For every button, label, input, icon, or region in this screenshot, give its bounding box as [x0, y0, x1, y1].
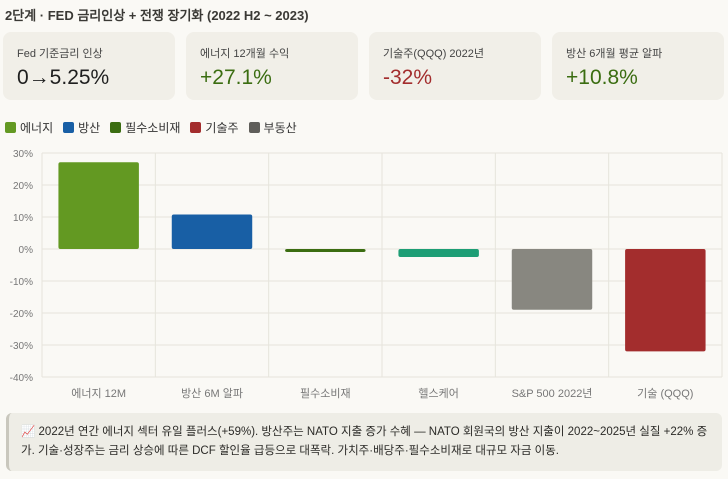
x-tick-label: 방산 6M 알파 — [181, 386, 243, 400]
x-tick-label: 에너지 12M — [71, 387, 126, 400]
bar — [511, 249, 593, 310]
legend-swatch — [5, 122, 16, 133]
y-tick-label: 0% — [19, 245, 34, 256]
legend-swatch — [190, 122, 202, 133]
page-title: 2단계 · FED 금리인상 + 전쟁 장기화 (2022 H2 ~ 2023) — [5, 8, 309, 23]
bar — [171, 214, 253, 249]
legend-label: 필수소비재 — [125, 121, 181, 135]
metric-card-defense-alpha: 방산 6개월 평균 알파 +10.8% — [552, 32, 724, 100]
metric-label: Fed 기준금리 인상 — [17, 48, 103, 60]
legend-label: 에너지 — [20, 121, 54, 135]
metric-value: 0→5.25% — [17, 66, 110, 89]
legend-label: 부동산 — [263, 121, 297, 135]
legend-item-staples[interactable]: 필수소비재 — [110, 119, 180, 136]
y-tick-label: 20% — [13, 181, 33, 192]
bar — [58, 162, 139, 249]
x-tick-label: 헬스케어 — [418, 387, 458, 400]
metric-value: +10.8% — [566, 66, 638, 89]
insight-note: 📈 2022년 연간 에너지 섹터 유일 플러스(+59%). 방산주는 NAT… — [6, 413, 722, 471]
y-tick-label: -40% — [10, 373, 33, 384]
note-text: 2022년 연간 에너지 섹터 유일 플러스(+59%). 방산주는 NATO … — [21, 426, 708, 457]
y-tick-label: -30% — [10, 341, 33, 352]
legend-item-real-estate[interactable]: 부동산 — [248, 119, 297, 136]
chart-legend: 에너지 방산 필수소비재 기술주 부동산 — [5, 119, 297, 136]
x-tick-label: S&P 500 2022년 — [512, 387, 593, 400]
bar — [625, 249, 706, 352]
metric-value: -32% — [383, 66, 433, 89]
y-tick-label: 30% — [13, 149, 33, 160]
bar — [285, 249, 366, 252]
bar — [398, 249, 479, 257]
y-tick-label: -10% — [10, 277, 33, 288]
x-tick-label: 필수소비재 — [300, 387, 351, 400]
y-tick-label: 10% — [13, 213, 33, 224]
y-tick-label: -20% — [10, 309, 33, 320]
legend-label: 방산 — [78, 121, 101, 135]
legend-swatch — [63, 122, 75, 133]
legend-item-defense[interactable]: 방산 — [63, 119, 100, 136]
metric-label: 방산 6개월 평균 알파 — [566, 48, 663, 60]
metric-value: +27.1% — [200, 66, 272, 89]
legend-swatch — [110, 122, 122, 133]
legend-item-tech[interactable]: 기술주 — [190, 119, 239, 136]
metric-label: 에너지 12개월 수익 — [200, 48, 290, 60]
bar-chart: 30% 20% 10% 0% -10% -20% -30% -40% 에너지 12M 방산 6M … — [10, 149, 723, 400]
legend-label: 기술주 — [205, 121, 239, 135]
metric-card-qqq: 기술주(QQQ) 2022년 -32% — [369, 32, 541, 100]
metric-card-energy-return: 에너지 12개월 수익 +27.1% — [186, 32, 358, 100]
metric-label: 기술주(QQQ) 2022년 — [383, 48, 485, 60]
legend-item-energy[interactable]: 에너지 — [5, 119, 53, 136]
x-tick-label: 기술 (QQQ) — [637, 387, 693, 400]
metric-card-fed-rate: Fed 기준금리 인상 0→5.25% — [3, 32, 175, 100]
chart-trend-icon: 📈 — [21, 426, 36, 438]
legend-swatch — [248, 122, 260, 133]
